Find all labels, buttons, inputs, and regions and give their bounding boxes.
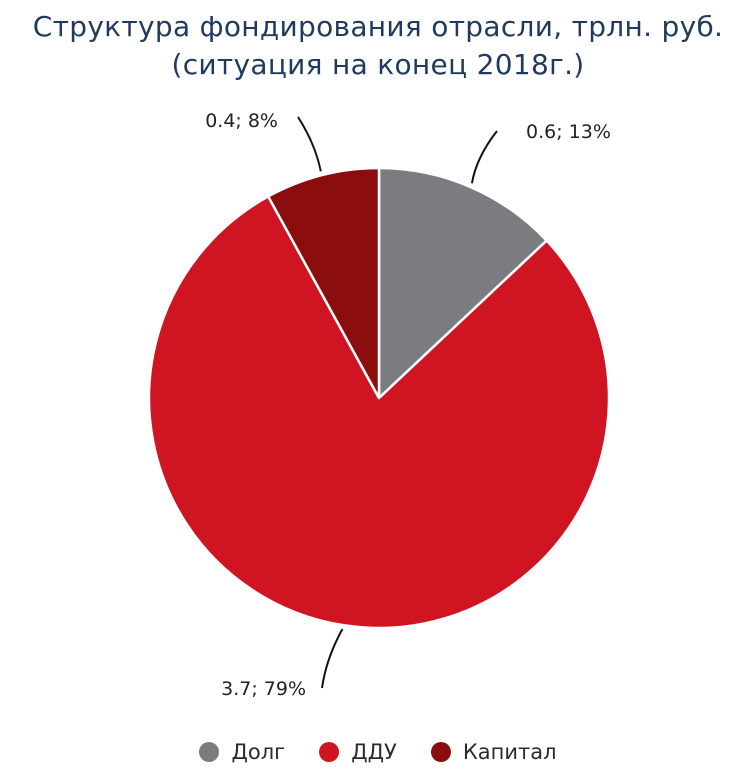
pie-slice-kapital — [266, 166, 381, 400]
legend-item-kapital: Капитал — [430, 740, 557, 764]
legend-label-dolg: Долг — [231, 740, 286, 764]
legend-label-kapital: Капитал — [462, 740, 557, 764]
data-label-dolg: 0.6; 13% — [526, 121, 611, 143]
leader-line-kapital — [297, 116, 322, 172]
legend-item-dolg: Долг — [199, 740, 285, 764]
chart-title-line2: (ситуация на конец 2018г.) — [171, 48, 585, 81]
legend-marker-dolg — [199, 742, 220, 762]
leader-line-dolg — [470, 130, 498, 184]
legend: Долг ДДУ Капитал — [0, 740, 756, 764]
legend-item-ddu: ДДУ — [319, 740, 397, 764]
legend-marker-kapital — [430, 742, 451, 762]
data-label-kapital: 0.4; 8% — [205, 110, 278, 132]
legend-label-ddu: ДДУ — [351, 740, 397, 764]
leader-line-ddu — [321, 628, 344, 689]
pie-slice-dolg — [377, 166, 548, 400]
pie-slice-ddu — [147, 195, 611, 630]
chart-title: Структура фондирования отрасли, трлн. ру… — [0, 8, 756, 84]
chart-title-line1: Структура фондирования отрасли, трлн. ру… — [32, 10, 724, 43]
legend-marker-ddu — [319, 742, 340, 762]
data-label-ddu: 3.7; 79% — [221, 678, 306, 700]
